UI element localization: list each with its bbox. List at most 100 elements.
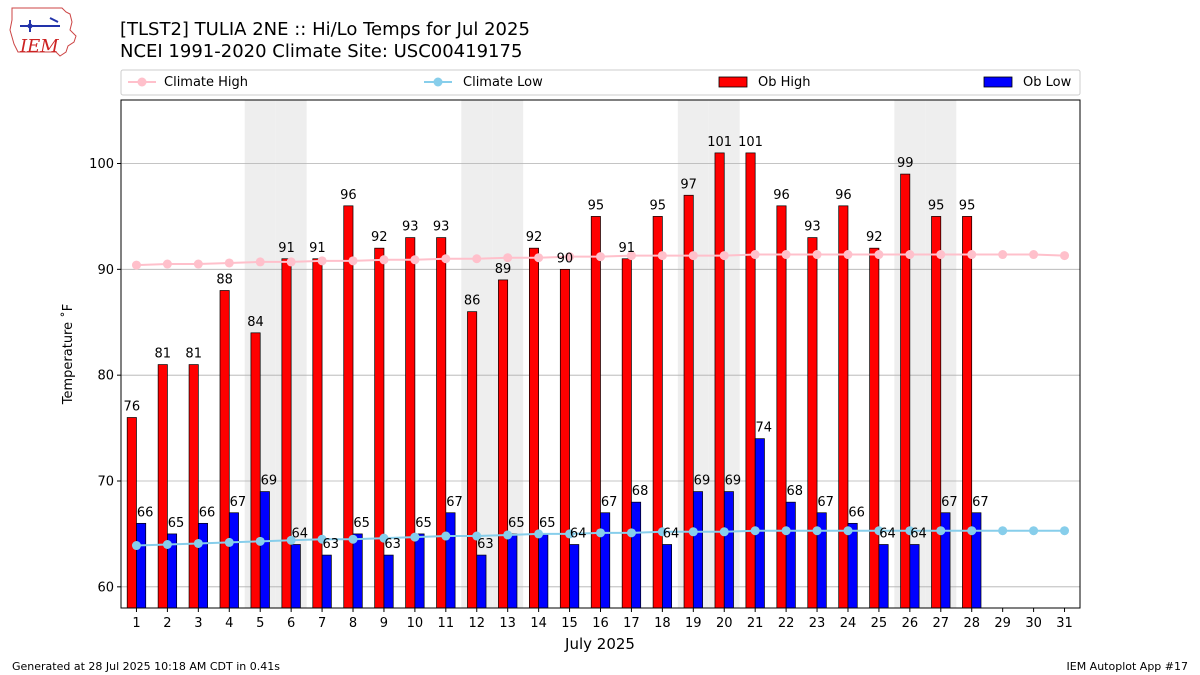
data-label-ob-high: 101: [738, 135, 763, 150]
x-tick-label: 8: [349, 616, 357, 631]
point-climate-high: [317, 256, 327, 266]
point-climate-high: [503, 253, 513, 263]
x-tick-label: 11: [438, 616, 455, 631]
point-climate-high: [967, 250, 977, 260]
bar-ob-low: [290, 544, 301, 609]
data-label-ob-low: 65: [168, 516, 185, 531]
data-label-ob-high: 96: [340, 188, 357, 203]
x-tick-label: 14: [530, 616, 547, 631]
x-tick-label: 25: [871, 616, 888, 631]
y-tick-label: 60: [97, 580, 114, 595]
bar-ob-low: [785, 501, 796, 609]
data-label-ob-high: 91: [309, 241, 326, 256]
x-tick-label: 19: [685, 616, 702, 631]
bar-ob-low: [692, 491, 703, 609]
point-climate-high: [998, 250, 1008, 260]
point-climate-high: [348, 256, 358, 266]
point-climate-low: [812, 526, 822, 536]
bar-ob-high: [714, 152, 725, 609]
x-tick-label: 22: [778, 616, 795, 631]
x-tick-label: 23: [809, 616, 826, 631]
point-climate-high: [874, 250, 884, 260]
bar-ob-high: [219, 290, 230, 609]
data-label-ob-low: 69: [694, 474, 711, 489]
bar-ob-low: [909, 544, 920, 609]
data-label-ob-high: 92: [371, 230, 388, 245]
data-label-ob-high: 93: [804, 220, 821, 235]
x-axis-label: July 2025: [564, 635, 635, 653]
x-tick-label: 29: [994, 616, 1011, 631]
bar-ob-low: [754, 438, 765, 609]
x-tick-label: 20: [716, 616, 733, 631]
point-climate-high: [1060, 251, 1070, 261]
point-climate-low: [874, 526, 884, 536]
data-label-ob-low: 66: [199, 505, 216, 520]
point-climate-low: [750, 526, 760, 536]
data-label-ob-high: 92: [866, 230, 883, 245]
point-climate-high: [1029, 250, 1039, 260]
data-label-ob-high: 90: [557, 251, 574, 266]
bar-ob-high: [900, 173, 911, 609]
data-label-ob-low: 65: [415, 516, 432, 531]
point-climate-high: [410, 255, 420, 265]
point-climate-low: [131, 541, 141, 551]
chart-title: [TLST2] TULIA 2NE :: Hi/Lo Temps for Jul…: [120, 19, 530, 40]
legend-label-ob-low: Ob Low: [1023, 75, 1072, 90]
bar-ob-low: [507, 533, 518, 609]
bar-ob-high: [498, 279, 509, 609]
point-climate-low: [905, 526, 915, 536]
bar-ob-high: [343, 205, 354, 609]
data-label-ob-low: 68: [786, 484, 803, 499]
x-tick-label: 21: [747, 616, 764, 631]
data-label-ob-low: 67: [230, 495, 247, 510]
data-label-ob-low: 74: [756, 421, 773, 436]
point-climate-high: [472, 254, 482, 264]
bar-ob-high: [374, 247, 385, 609]
data-label-ob-high: 95: [928, 198, 945, 213]
data-label-ob-low: 66: [848, 505, 865, 520]
point-climate-low: [255, 536, 265, 546]
data-label-ob-high: 97: [680, 177, 697, 192]
point-climate-high: [905, 250, 915, 260]
data-label-ob-low: 68: [632, 484, 649, 499]
bar-ob-high: [405, 237, 416, 609]
point-climate-low: [472, 531, 482, 541]
point-climate-high: [688, 251, 698, 261]
point-climate-low: [936, 526, 946, 536]
data-label-ob-high: 91: [278, 241, 295, 256]
y-tick-label: 70: [97, 475, 114, 490]
iem-logo: IEM: [9, 7, 77, 57]
bar-ob-low: [723, 491, 734, 609]
data-label-ob-high: 89: [495, 262, 512, 277]
point-climate-low: [348, 534, 358, 544]
point-climate-low: [781, 526, 791, 536]
bar-ob-high: [528, 247, 539, 609]
x-tick-label: 28: [963, 616, 980, 631]
legend-climate-high: Climate High: [128, 75, 248, 90]
point-climate-low: [657, 527, 667, 537]
bar-ob-high: [869, 247, 880, 609]
x-tick-label: 27: [933, 616, 950, 631]
point-climate-low: [688, 527, 698, 537]
x-tick-label: 12: [468, 616, 485, 631]
point-climate-high: [162, 259, 172, 269]
data-label-ob-low: 67: [817, 495, 834, 510]
bar-ob-high: [157, 364, 168, 609]
x-tick-label: 3: [194, 616, 202, 631]
x-tick-label: 9: [380, 616, 388, 631]
point-climate-low: [410, 532, 420, 542]
point-climate-low: [998, 526, 1008, 536]
data-label-ob-high: 92: [526, 230, 543, 245]
bar-ob-high: [281, 258, 292, 609]
data-label-ob-high: 93: [402, 220, 419, 235]
x-tick-label: 31: [1056, 616, 1073, 631]
bar-ob-high: [590, 216, 601, 609]
data-label-ob-high: 93: [433, 220, 450, 235]
point-climate-high: [719, 251, 729, 261]
bar-ob-high: [250, 332, 261, 609]
point-climate-high: [596, 252, 605, 262]
point-climate-high: [441, 254, 451, 264]
x-tick-label: 26: [902, 616, 919, 631]
data-label-ob-low: 64: [879, 527, 896, 542]
point-climate-high: [750, 250, 760, 260]
